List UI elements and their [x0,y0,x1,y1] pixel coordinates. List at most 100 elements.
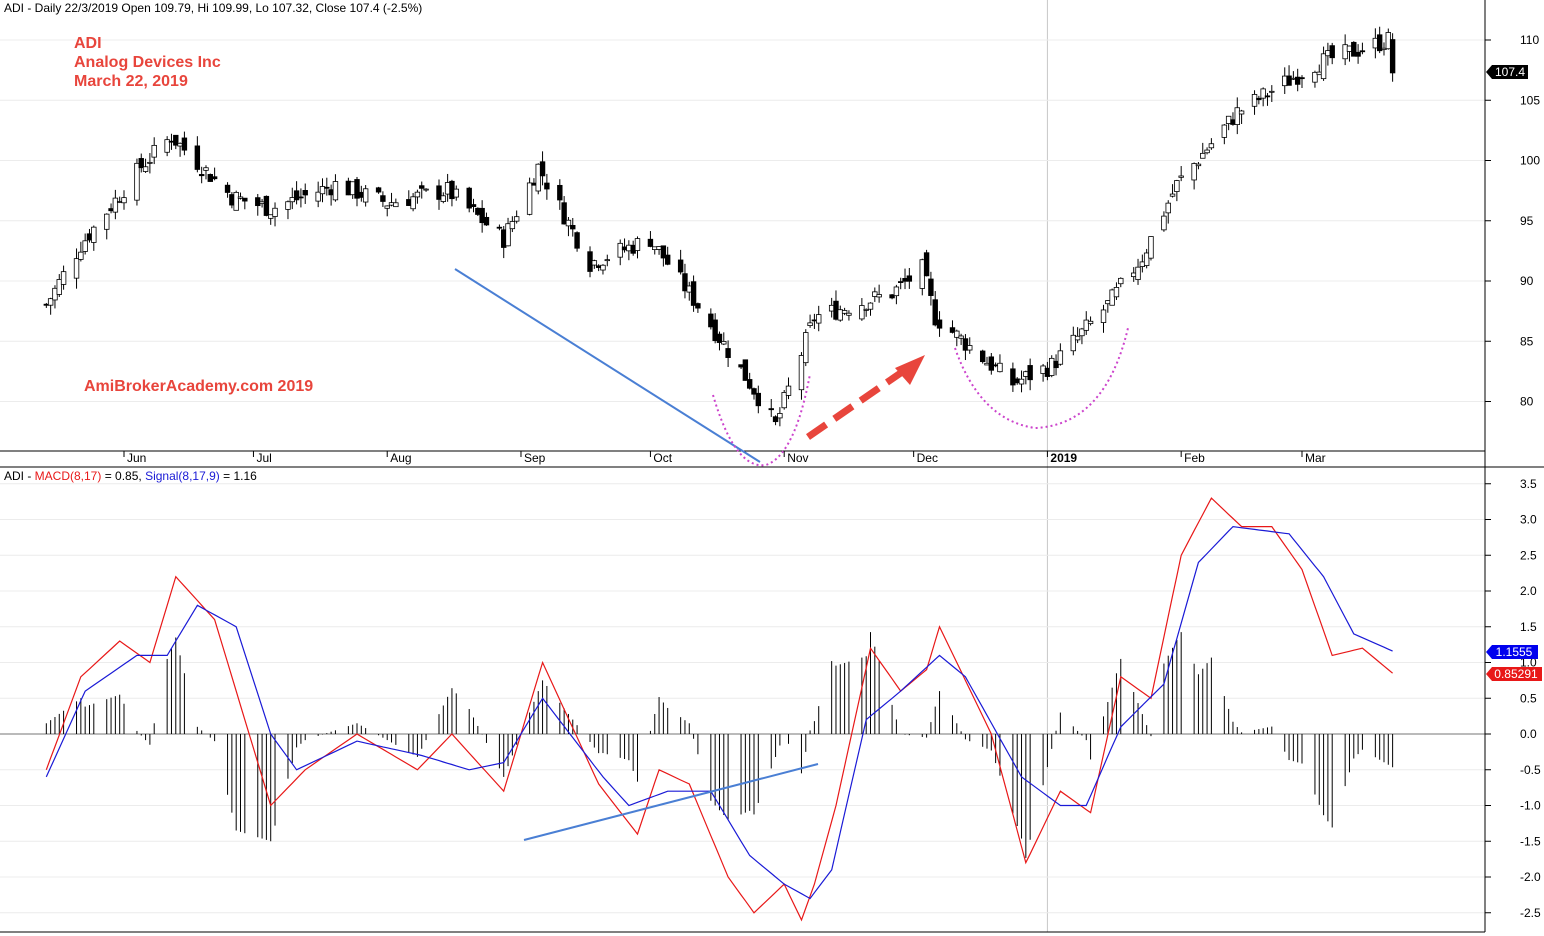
candle [483,212,490,226]
candle [423,188,429,192]
candle [1286,65,1292,86]
candle [557,179,563,210]
candle [604,254,610,267]
candle [574,231,580,252]
candle [954,329,960,347]
signal-line [45,525,1393,900]
candle [781,389,787,410]
signal-badge: 1.1555 [1486,645,1538,659]
candle [440,192,447,204]
price-y-ticks: 80 85 90 95 100 105 110 [1485,33,1540,409]
candle [315,181,321,208]
candle [505,217,511,247]
candle [893,284,900,305]
macd-y-label: -0.5 [1520,763,1541,777]
candle [561,196,567,225]
candle [889,294,895,300]
macd-histogram [45,632,1394,858]
last-price-badge: 107.4 [1486,65,1528,79]
candle [712,313,718,344]
candle [362,185,369,207]
ticker-annotation: ADI [74,35,102,52]
candle [1135,258,1141,285]
candle [695,302,701,313]
macd-y-label: -1.0 [1520,799,1541,813]
candle [725,340,731,368]
macd-y-label: 0.5 [1520,691,1537,705]
macd-uptrend-line [523,763,819,841]
price-y-label: 95 [1520,214,1534,228]
candle [1251,90,1258,115]
candle [1312,70,1318,88]
candle [73,248,80,289]
candle [837,305,843,322]
candle [1100,304,1107,333]
macd-badge-text: 0.85291 [1494,667,1538,681]
signal-header-label: Signal(8,17,9) [145,469,220,483]
candle [237,192,244,200]
candle [1191,162,1197,190]
candle [211,167,218,181]
candle [1238,109,1245,124]
price-y-label: 100 [1520,154,1540,168]
candle [1351,41,1357,57]
candle [867,302,874,316]
candle [526,177,533,216]
candle [798,352,805,400]
candle [716,331,723,351]
price-y-label: 110 [1520,33,1539,47]
macd-line [45,497,1393,922]
candle [142,158,149,173]
macd-header-label: MACD(8,17) [35,469,102,483]
candle [570,218,576,237]
candle [198,166,205,184]
candle [60,265,67,290]
candle [958,333,964,345]
candle [1260,87,1266,107]
candle [1269,85,1275,103]
price-y-label: 105 [1520,93,1540,107]
candle [509,216,516,233]
candle [112,189,119,220]
candle [513,210,520,224]
candle [1294,68,1301,92]
macd-y-label: 1.5 [1520,620,1537,634]
candle [1204,147,1210,155]
price-header: ADI - Daily 22/3/2019 Open 109.79, Hi 10… [4,1,422,15]
candle [207,173,214,182]
candle [967,337,973,354]
month-label: 2019 [1050,451,1077,465]
candle [1200,142,1206,159]
candle [293,181,300,205]
price-y-label: 80 [1520,395,1534,409]
candle [634,236,641,259]
macd-y-label: -2.0 [1520,870,1541,884]
candle [380,191,386,207]
candle [263,195,270,217]
candle [242,197,248,210]
dashed-arrow-head [895,355,925,385]
candle [1057,343,1064,366]
price-downtrend-line [454,268,761,463]
candle [1256,95,1262,105]
candle [600,264,606,275]
candle [1143,248,1150,269]
candle [928,271,934,306]
month-label: Aug [390,451,411,465]
candle [414,189,421,204]
candle [1165,200,1171,224]
macd-y-label: 3.5 [1520,477,1537,491]
candle [121,190,127,210]
candle [479,200,485,233]
candle [1355,44,1361,64]
candle [285,200,291,220]
month-label: Jul [256,451,271,465]
candle [1018,370,1025,393]
candle [846,310,852,321]
candle [803,329,809,367]
macd-header: ADI - MACD(8,17) = 0.85, Signal(8,17,9) … [4,469,257,483]
candle [1118,277,1124,288]
macd-y-ticks: -2.5-2.0-1.5-1.0-0.50.00.51.01.52.02.53.… [1485,477,1541,920]
candle [932,291,938,327]
candle [997,354,1003,373]
